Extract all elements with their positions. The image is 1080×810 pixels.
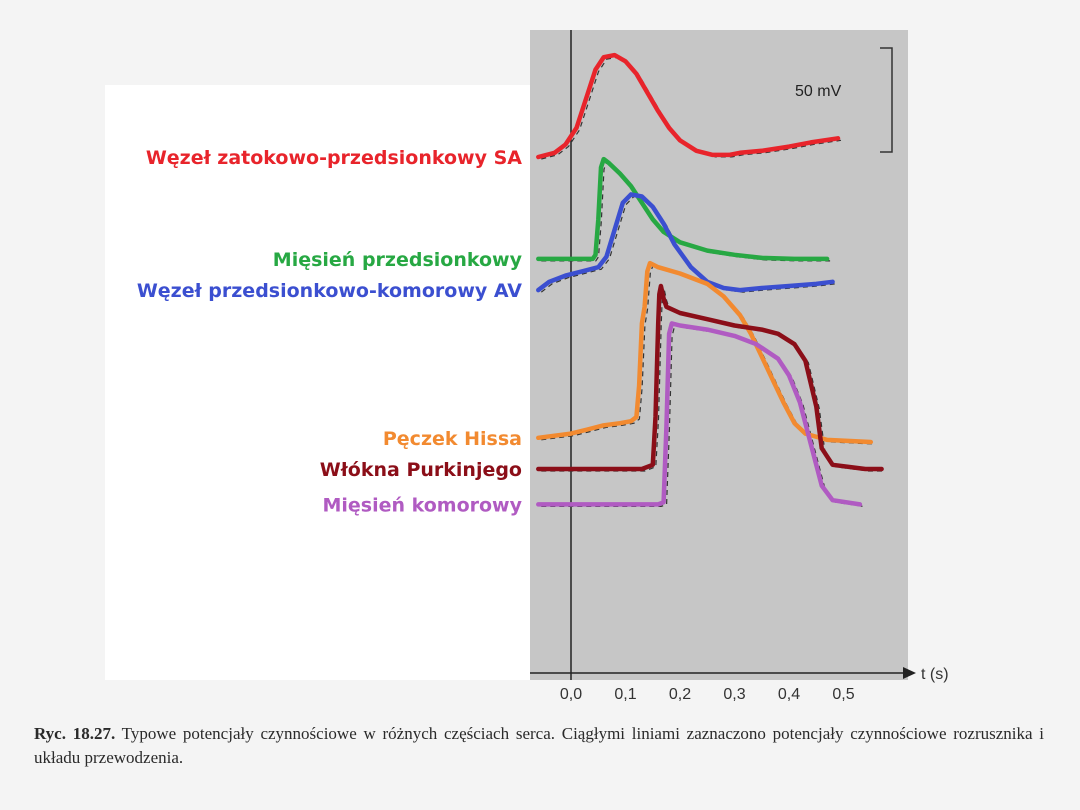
action-potential-traces <box>536 52 884 507</box>
trace-miesien-komorowy <box>536 321 863 507</box>
series-labels: Węzeł zatokowo-przedsionkowy SA Mięsień p… <box>137 147 523 516</box>
plot-area <box>530 30 908 680</box>
label-peczek-hissa: Pęczek Hissa <box>383 428 522 450</box>
label-wezel-zatokowo-przedsionkowy-sa: Węzeł zatokowo-przedsionkowy SA <box>146 147 522 169</box>
scale-bar-label: 50 mV <box>795 83 842 100</box>
label-miesien-przedsionkowy: Mięsień przedsionkowy <box>273 249 523 271</box>
label-wezel-przedsionkowo-komorowy-av: Węzeł przedsionkowo-komorowy AV <box>137 280 522 302</box>
label-wlokna-purkinjego: Włókna Purkinjego <box>320 459 522 481</box>
x-axis-label: t (s) <box>921 666 949 683</box>
trace-wlokna-purkinjego <box>536 283 884 472</box>
x-tick-label-4: 0,4 <box>778 686 800 703</box>
figure-caption: Ryc. 18.27. Typowe potencjały czynnościo… <box>34 722 1044 770</box>
trace-peczek-hissa <box>536 260 874 445</box>
caption-text: Typowe potencjały czynnościowe w różnych… <box>34 724 1044 767</box>
trace-wezel-zatokowo-przedsionkowy-sa <box>536 52 841 160</box>
x-tick-label-1: 0,1 <box>614 686 636 703</box>
label-panel <box>105 85 530 680</box>
caption-number: Ryc. 18.27. <box>34 724 116 743</box>
x-tick-labels: 0,0 0,1 0,2 0,3 0,4 0,5 <box>560 686 855 703</box>
x-tick-label-2: 0,2 <box>669 686 691 703</box>
x-tick-label-5: 0,5 <box>832 686 854 703</box>
x-tick-label-3: 0,3 <box>723 686 745 703</box>
x-tick-label-0: 0,0 <box>560 686 582 703</box>
trace-wezel-przedsionkowo-komorowy-av <box>536 192 835 293</box>
label-miesien-komorowy: Mięsień komorowy <box>322 494 522 516</box>
x-axis-arrow <box>903 667 916 679</box>
scale-bar <box>880 47 893 153</box>
